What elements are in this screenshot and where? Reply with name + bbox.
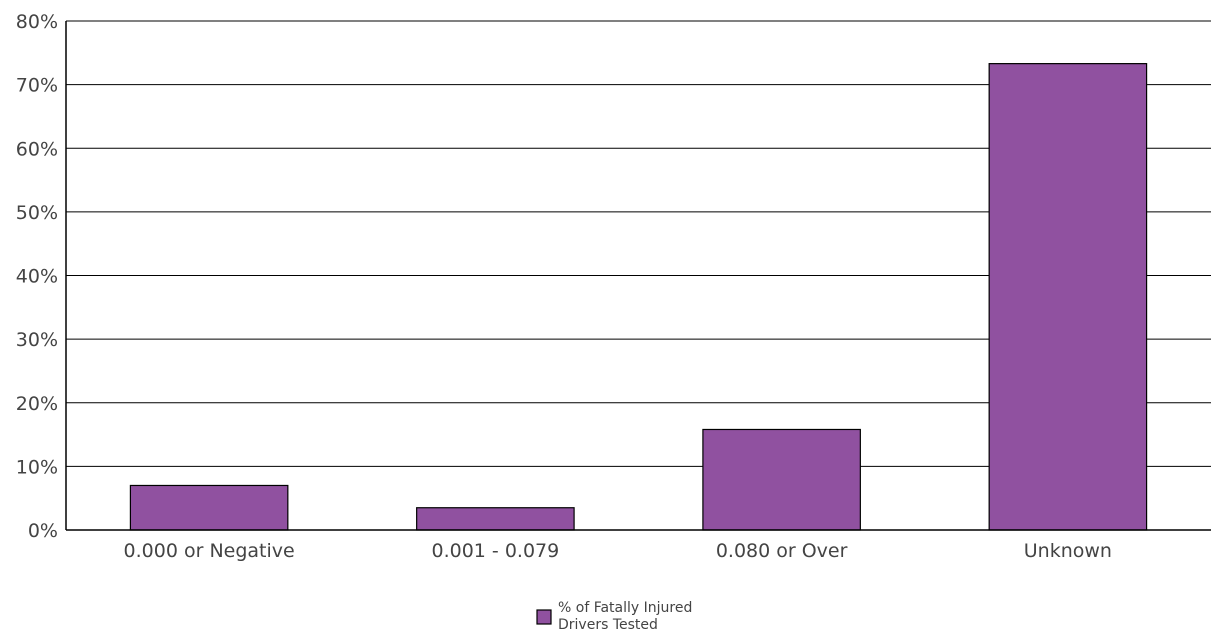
bar xyxy=(129,484,289,531)
y-tick-label: 80% xyxy=(16,11,58,33)
gridlines xyxy=(65,20,1211,530)
y-tick-label: 70% xyxy=(16,75,58,97)
legend-swatch xyxy=(536,609,552,625)
x-axis-category-labels: 0.000 or Negative 0.001 - 0.079 0.080 or O… xyxy=(124,540,1112,562)
y-tick-label: 30% xyxy=(16,329,58,351)
legend: % of Fatally Injured Drivers Tested xyxy=(536,600,692,633)
y-tick-label: 40% xyxy=(16,266,58,288)
x-category-label: 0.080 or Over xyxy=(716,540,848,562)
y-axis-tick-labels: 0% 10% 20% 30% 40% 50% 60% 70% 80% xyxy=(16,11,58,542)
legend-label: % of Fatally Injured Drivers Tested xyxy=(558,600,692,633)
legend-label-line: % of Fatally Injured xyxy=(558,600,692,616)
bars xyxy=(129,63,1148,531)
bar xyxy=(416,507,575,531)
x-category-label: 0.000 or Negative xyxy=(124,540,295,562)
bar xyxy=(988,63,1148,531)
legend-label-line: Drivers Tested xyxy=(558,617,658,633)
y-tick-label: 20% xyxy=(16,393,58,415)
y-tick-label: 0% xyxy=(28,520,58,542)
x-category-label: 0.001 - 0.079 xyxy=(432,540,560,562)
bar xyxy=(702,428,861,531)
x-category-label: Unknown xyxy=(1024,540,1112,562)
y-tick-label: 50% xyxy=(16,202,58,224)
y-tick-label: 10% xyxy=(16,456,58,478)
y-tick-label: 60% xyxy=(16,138,58,160)
